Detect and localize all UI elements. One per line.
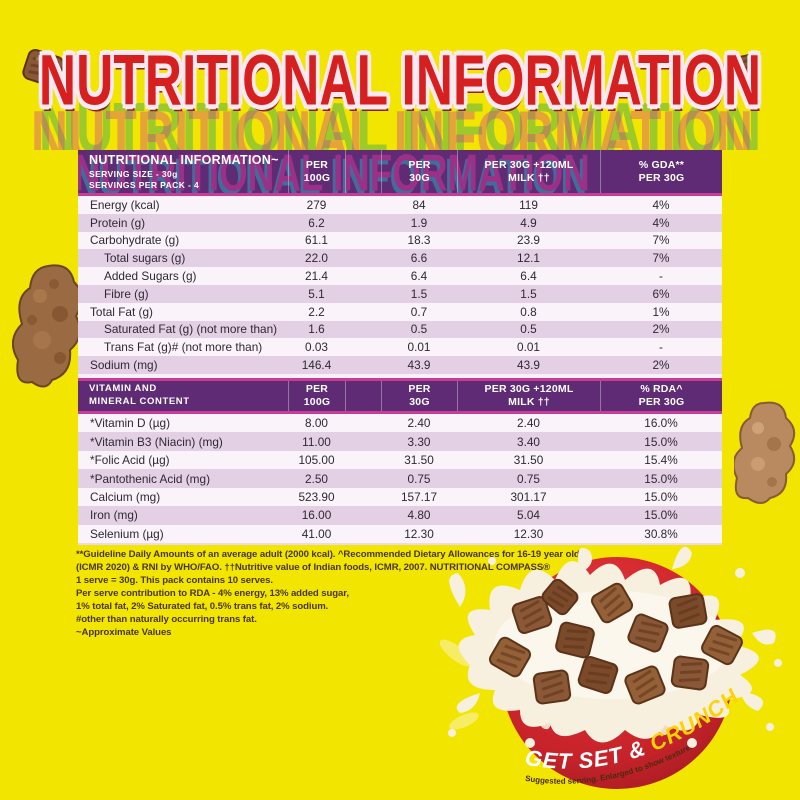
header-cell-vitamin-title: VITAMIN AND MINERAL CONTENT — [89, 383, 190, 407]
cereal-bowl-graphic: GET SET & CRUNCH Suggested serving. Enla… — [439, 545, 790, 795]
header-cell-spacer — [345, 380, 381, 411]
table-row: Fibre (g) 5.1 1.5 1.5 6% — [78, 284, 722, 303]
cereal-bowl-milk-splash-icon: GET SET & CRUNCH Suggested serving. Enla… — [439, 546, 782, 789]
vitamin-table-header: VITAMIN AND MINERAL CONTENT PER 100G PER 3… — [78, 377, 722, 414]
table-row: Iron (mg) 16.00 4.80 5.04 15.0% — [78, 506, 722, 525]
table-row: Sodium (mg) 146.4 43.9 43.9 2% — [78, 356, 722, 374]
header-cell-per100g: PER 100G — [288, 380, 345, 411]
cereal-piece-icon — [723, 53, 761, 87]
page-title-banner: NUTRITIONAL INFORMATION NUTRITIONAL INFO… — [0, 28, 800, 150]
header-cell-per30g-milk: PER 30G +120ML MILK †† — [457, 150, 600, 193]
table-row: *Vitamin D (µg) 8.00 2.40 2.40 16.0% — [78, 413, 722, 433]
header-cell-per100g: PER 100G — [288, 150, 345, 193]
table-row: *Vitamin B3 (Niacin) (mg) 11.00 3.30 3.40 15… — [78, 432, 722, 451]
header-cell-gda: % GDA** PER 30G — [600, 150, 722, 193]
header-cell-per30g-milk: PER 30G +120ML MILK †† — [457, 380, 600, 411]
table-row: Total Fat (g) 2.2 0.7 0.8 1% — [78, 302, 722, 321]
footnote-line: #other than naturally occurring trans fa… — [76, 614, 257, 625]
footnote-line: (ICMR 2020) & RNI by WHO/FAO. ††Nutritiv… — [76, 562, 551, 573]
nutrient-rows: Energy (kcal) 279 84 119 4% Protein (g) 6.2 1.… — [78, 196, 722, 374]
footnote-line: 1% total fat, 2% Saturated fat, 0.5% tra… — [76, 601, 329, 612]
title-glitch-shadow-pink: NUTRITIONAL INFORMATION — [30, 95, 754, 150]
table-row: Calcium (mg) 523.90 157.17 301.17 15.0% — [78, 487, 722, 507]
table-row: Carbohydrate (g) 61.1 18.3 23.9 7% — [78, 231, 722, 250]
nutrition-table: NUTRITIONAL INFORMATION NUTRITIONAL INFO… — [78, 150, 722, 546]
table-row: *Pantothenic Acid (mg) 2.50 0.75 0.75 15.0% — [78, 469, 722, 488]
header-cell-per30g: PER 30G — [381, 150, 457, 193]
section-divider — [78, 373, 722, 378]
title-glitch-shadow-green: NUTRITIONAL INFORMATION — [38, 87, 762, 150]
page-title: NUTRITIONAL INFORMATION — [38, 39, 762, 120]
cereal-piece-icon — [22, 49, 65, 88]
nutrition-table-header: NUTRITIONAL INFORMATION NUTRITIONAL INFO… — [78, 150, 722, 196]
header-ghost-print-artifact: NUTRITIONAL INFORMATION — [78, 150, 590, 196]
table-row: Total sugars (g) 22.0 6.6 12.1 7% — [78, 249, 722, 268]
footnote-line: **Guideline Daily Amounts of an average … — [76, 549, 585, 560]
table-row: Trans Fat (g)# (not more than) 0.03 0.01 0.… — [78, 338, 722, 357]
table-row: Added Sugars (g) 21.4 6.4 6.4- — [78, 267, 722, 285]
header-cell-per30g: PER 30G — [381, 380, 457, 411]
footnotes: **Guideline Daily Amounts of an average … — [76, 548, 585, 639]
cereal-chunk-icon — [734, 401, 796, 504]
footnote-line: ~Approximate Values — [76, 627, 172, 638]
vitamin-rows: *Vitamin D (µg) 8.00 2.40 2.40 16.0% *Vitami… — [78, 413, 722, 544]
table-row: Energy (kcal) 279 84 119 4% — [78, 196, 722, 214]
header-cell-spacer — [345, 150, 381, 193]
table-row: Selenium (µg) 41.00 12.30 12.30 30.8% — [78, 524, 722, 544]
table-row: *Folic Acid (µg) 105.00 31.50 31.50 15.4% — [78, 450, 722, 470]
footnote-line: Per serve contribution to RDA - 4% energ… — [76, 588, 349, 599]
footnote-line: 1 serve = 30g. This pack contains 10 ser… — [76, 575, 273, 586]
table-row: Protein (g) 6.2 1.9 4.9 4% — [78, 213, 722, 232]
table-row: Saturated Fat (g) (not more than) 1.6 0.5 0… — [78, 320, 722, 339]
cereal-squares-icon — [488, 578, 743, 705]
header-cell-rda: % RDA^ PER 30G — [600, 380, 722, 411]
header-cell-title: NUTRITIONAL INFORMATION~ SERVING SIZE - … — [89, 152, 279, 190]
